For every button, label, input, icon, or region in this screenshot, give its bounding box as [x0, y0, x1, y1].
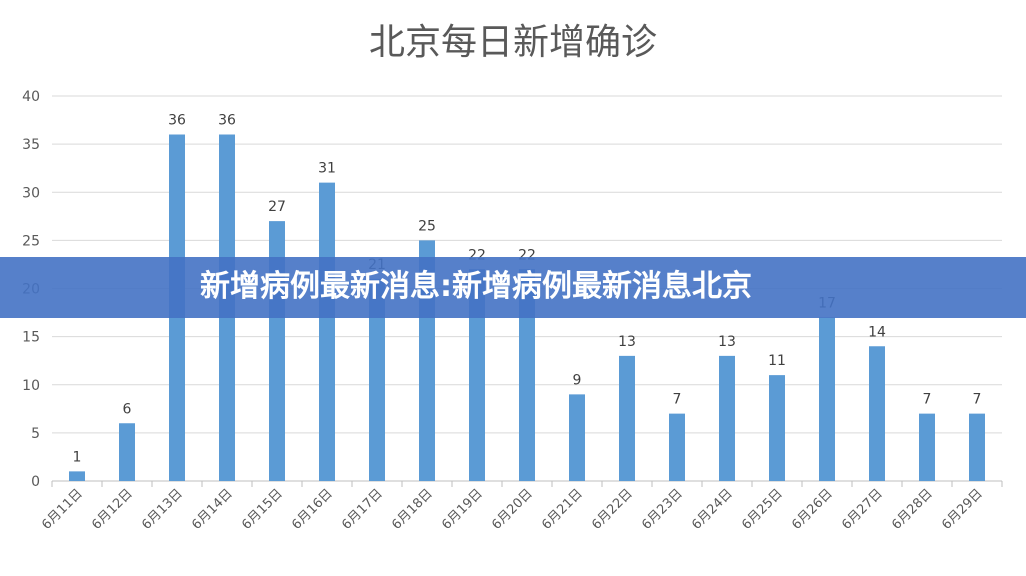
bar: [519, 269, 535, 481]
data-label: 31: [318, 161, 336, 177]
bar: [119, 423, 135, 481]
y-tick-label: 0: [31, 474, 40, 490]
data-label: 27: [268, 199, 286, 215]
x-tick-label: 6月22日: [589, 486, 636, 533]
bar: [369, 278, 385, 481]
bar: [69, 471, 85, 481]
y-tick-label: 35: [22, 137, 40, 153]
x-tick-label: 6月17日: [339, 486, 386, 533]
x-tick-label: 6月19日: [439, 486, 486, 533]
x-axis-ticks: 6月11日 6月12日 6月13日 6月14日 6月15日 6月16日 6月17日 6月18日…: [39, 486, 986, 533]
x-tick-label: 6月13日: [139, 486, 186, 533]
x-tick-label: 6月27日: [839, 486, 886, 533]
bar: [919, 413, 935, 481]
data-label: 11: [768, 353, 786, 369]
x-tick-label: 6月23日: [639, 486, 686, 533]
bar: [669, 413, 685, 481]
x-tick-label: 6月16日: [289, 486, 336, 533]
bar: [319, 182, 335, 481]
data-label: 13: [618, 334, 636, 350]
x-tick-label: 6月29日: [939, 486, 986, 533]
y-tick-label: 15: [22, 330, 40, 346]
x-tick-label: 6月21日: [539, 486, 586, 533]
x-tick-label: 6月12日: [89, 486, 136, 533]
data-label: 7: [923, 392, 932, 408]
bar: [619, 355, 635, 481]
x-tick-label: 6月11日: [39, 486, 86, 533]
x-tick-label: 6月15日: [239, 486, 286, 533]
data-label: 1: [73, 449, 82, 465]
bar: [869, 346, 885, 481]
y-tick-label: 30: [22, 185, 40, 201]
chart-title: 北京每日新增确诊: [369, 22, 657, 63]
x-tick-label: 6月28日: [889, 486, 936, 533]
x-tick-label: 6月18日: [389, 486, 436, 533]
y-tick-label: 40: [22, 89, 40, 105]
bar: [769, 375, 785, 481]
x-tick-label: 6月25日: [739, 486, 786, 533]
x-tick-label: 6月20日: [489, 486, 536, 533]
data-label: 9: [573, 372, 582, 388]
y-tick-label: 5: [31, 426, 40, 442]
data-label: 6: [123, 401, 132, 417]
bar: [819, 317, 835, 481]
bar: [569, 394, 585, 481]
overlay-banner: 新增病例最新消息:新增病例最新消息北京: [0, 257, 1026, 318]
y-tick-label: 10: [22, 378, 40, 394]
bar: [719, 355, 735, 481]
x-tick-label: 6月24日: [689, 486, 736, 533]
data-label: 25: [418, 218, 436, 234]
y-tick-label: 25: [22, 233, 40, 249]
bar: [969, 413, 985, 481]
data-label: 14: [868, 324, 886, 340]
data-label: 7: [673, 392, 682, 408]
data-label: 7: [973, 392, 982, 408]
bar: [469, 269, 485, 481]
data-label: 36: [168, 113, 186, 129]
x-tick-label: 6月14日: [189, 486, 236, 533]
data-label: 36: [218, 113, 236, 129]
x-tick-label: 6月26日: [789, 486, 836, 533]
data-label: 13: [718, 334, 736, 350]
banner-text: 新增病例最新消息:新增病例最新消息北京: [200, 269, 752, 304]
